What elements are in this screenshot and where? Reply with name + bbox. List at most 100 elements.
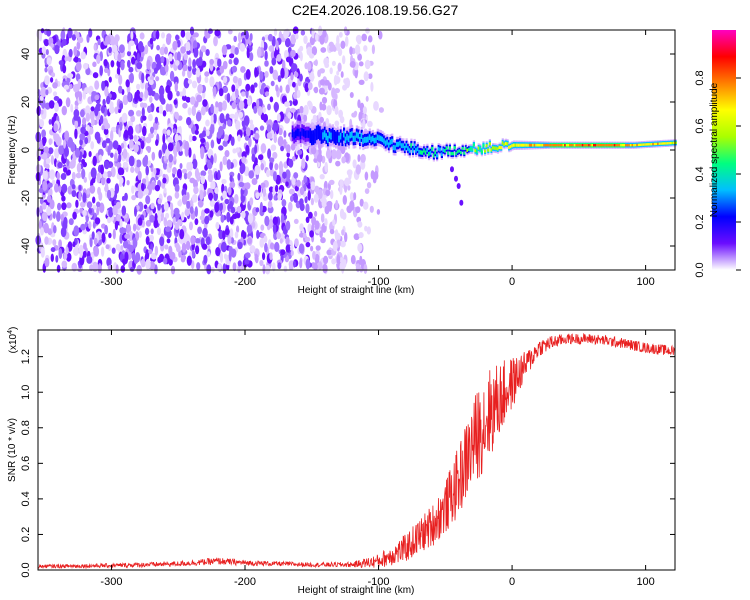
noise-speckle <box>288 201 293 212</box>
noise-speckle <box>110 130 114 142</box>
signal-core <box>617 144 620 147</box>
noise-speckle <box>199 189 204 201</box>
signal-core <box>556 144 559 147</box>
signal-core <box>660 142 663 145</box>
noise-speckle <box>355 34 362 44</box>
spectrogram-x-ticks: -300 -200 -100 0 100 <box>100 30 655 288</box>
noise-speckle <box>334 76 341 84</box>
y-tick-label: -20 <box>20 190 32 206</box>
signal-core <box>538 143 541 147</box>
noise-speckle <box>108 76 112 83</box>
noise-speckle <box>329 67 333 75</box>
noise-speckle <box>110 152 114 158</box>
signal-core <box>349 132 352 139</box>
noise-speckle <box>283 130 287 138</box>
noise-speckle <box>314 253 320 264</box>
signal-core <box>363 136 366 143</box>
signal-core <box>639 143 642 146</box>
noise-speckle <box>101 140 107 149</box>
noise-speckle <box>135 252 141 263</box>
noise-speckle <box>97 38 101 46</box>
noise-speckle <box>307 61 312 72</box>
noise-speckle <box>319 68 325 74</box>
noise-speckle <box>272 122 279 132</box>
signal-core <box>609 144 612 147</box>
noise-speckle <box>186 117 192 126</box>
noise-speckle <box>311 46 318 56</box>
noise-speckle <box>46 206 52 216</box>
noise-speckle <box>114 152 118 162</box>
noise-speckle <box>296 179 301 187</box>
noise-speckle <box>245 69 251 80</box>
noise-speckle <box>347 185 351 191</box>
noise-speckle <box>247 97 252 107</box>
signal-core <box>549 144 552 147</box>
signal-core <box>596 144 599 147</box>
signal-core <box>644 143 647 146</box>
noise-speckle <box>58 239 62 249</box>
noise-speckle <box>311 262 316 269</box>
noise-speckle <box>161 32 165 39</box>
signal-core <box>629 144 633 147</box>
signal-core <box>437 146 440 151</box>
y-tick-label: 0.2 <box>20 527 32 542</box>
noise-speckle <box>363 45 368 52</box>
signal-spot <box>459 199 464 206</box>
noise-speckle <box>378 107 384 113</box>
x-tick-label: -200 <box>234 576 256 588</box>
noise-speckle <box>94 217 101 225</box>
noise-speckle <box>40 109 44 115</box>
noise-speckle <box>195 111 202 122</box>
noise-speckle <box>145 220 152 227</box>
noise-speckle <box>292 260 297 268</box>
noise-speckle <box>357 53 362 61</box>
signal-core <box>581 144 584 147</box>
noise-speckle <box>44 257 50 268</box>
noise-speckle <box>81 168 86 180</box>
signal-core <box>557 144 560 147</box>
signal-core <box>387 142 391 148</box>
noise-speckle <box>142 156 148 167</box>
noise-speckle <box>201 243 208 250</box>
noise-speckle <box>243 98 249 109</box>
noise-speckle <box>85 105 91 116</box>
noise-speckle <box>153 67 158 74</box>
noise-speckle <box>148 249 153 255</box>
snr-frame <box>37 329 676 571</box>
noise-speckle <box>130 166 135 173</box>
noise-speckle <box>371 44 375 55</box>
signal-core <box>503 142 506 146</box>
signal-core <box>339 132 342 140</box>
noise-speckle <box>227 119 232 127</box>
noise-speckle <box>114 73 119 79</box>
noise-speckle <box>108 105 115 114</box>
noise-speckle <box>193 32 199 38</box>
signal-core <box>623 144 626 147</box>
noise-speckle <box>292 81 296 88</box>
noise-speckle <box>97 148 104 157</box>
noise-speckle <box>165 226 171 233</box>
noise-speckle <box>133 134 138 143</box>
noise-speckle <box>351 112 357 118</box>
signal-core <box>500 146 503 150</box>
signal-core <box>593 144 596 147</box>
signal-core <box>399 140 402 146</box>
noise-speckle <box>78 184 82 191</box>
noise-speckle <box>189 96 196 105</box>
noise-speckle <box>71 262 78 272</box>
noise-speckle <box>122 148 128 159</box>
noise-speckle <box>57 161 63 169</box>
noise-speckle <box>64 56 69 62</box>
signal-core <box>536 143 540 147</box>
noise-speckle <box>43 39 50 47</box>
noise-speckle <box>195 58 201 67</box>
noise-speckle <box>142 136 146 142</box>
noise-speckle <box>38 187 44 194</box>
signal-core <box>520 143 524 147</box>
signal-core <box>381 136 384 143</box>
noise-speckle <box>221 179 227 184</box>
signal-core <box>311 134 314 142</box>
signal-core <box>307 130 310 138</box>
noise-speckle <box>150 126 154 134</box>
